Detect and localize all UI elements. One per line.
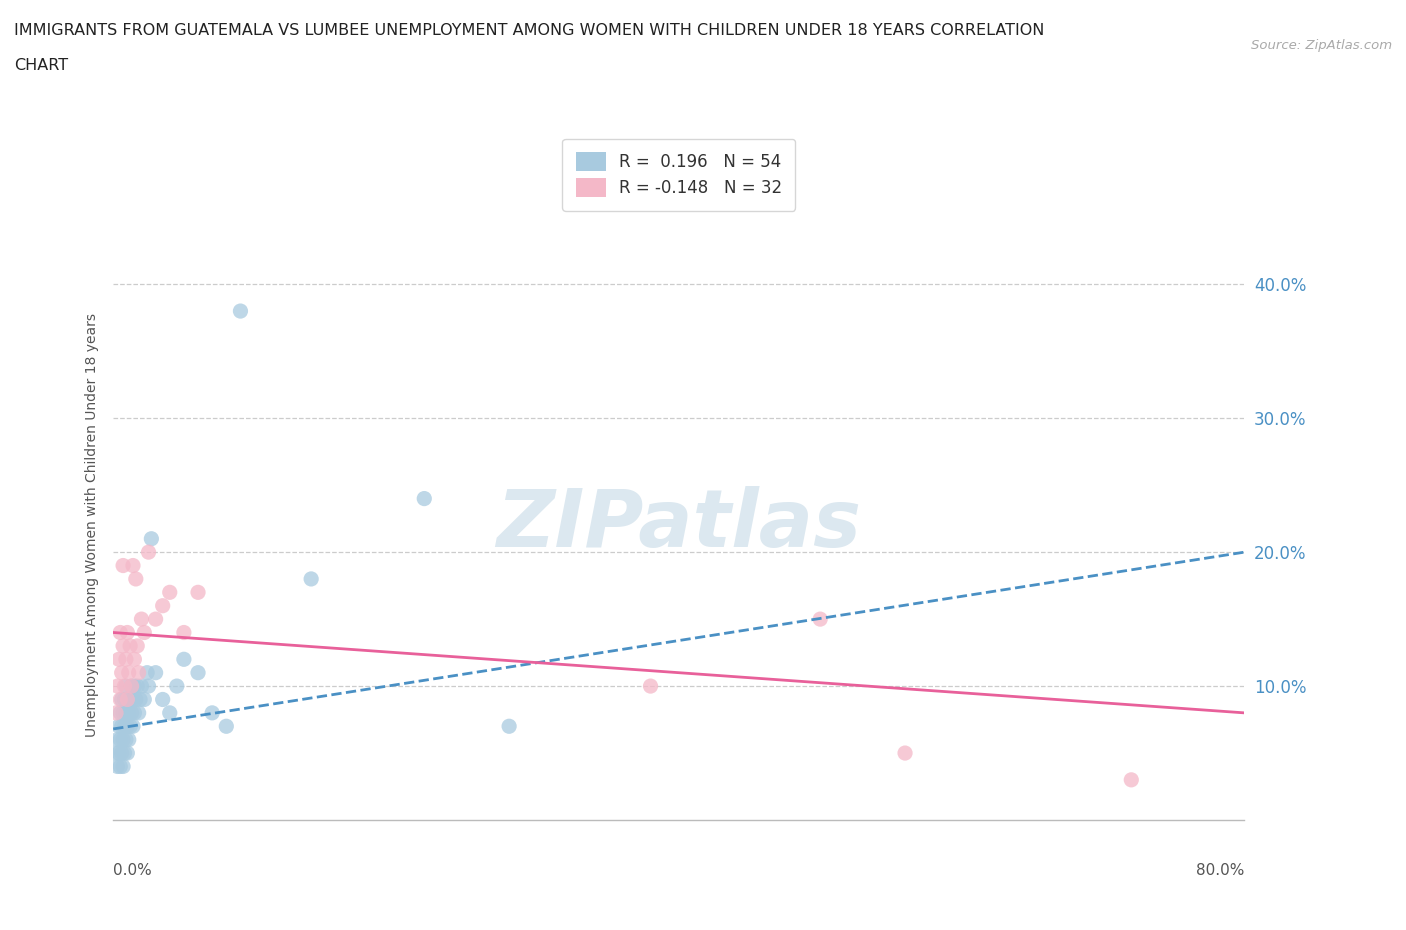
Point (112, 558, 135, 573)
Point (120, 639, 142, 654)
Point (145, 612, 167, 627)
Point (118, 706, 141, 721)
Point (125, 692, 148, 707)
Point (111, 692, 134, 707)
Point (129, 692, 152, 707)
Point (152, 692, 174, 707)
Point (122, 692, 145, 707)
Point (107, 732, 129, 747)
Text: Source: ZipAtlas.com: Source: ZipAtlas.com (1251, 39, 1392, 52)
Point (159, 585, 181, 600)
Point (131, 612, 153, 627)
Point (120, 692, 142, 707)
Point (141, 531, 163, 546)
Point (134, 625, 156, 640)
Point (201, 706, 224, 721)
Point (114, 746, 136, 761)
Point (808, 612, 831, 627)
Point (894, 746, 917, 761)
Point (413, 491, 436, 506)
Point (121, 706, 143, 721)
Point (117, 746, 139, 761)
Point (110, 625, 132, 640)
Point (136, 665, 159, 680)
Point (114, 692, 136, 707)
Point (159, 706, 181, 721)
Point (110, 692, 132, 707)
Point (108, 652, 131, 667)
Point (108, 719, 131, 734)
Legend: R =  0.196   N = 54, R = -0.148   N = 32: R = 0.196 N = 54, R = -0.148 N = 32 (562, 139, 796, 211)
Point (128, 706, 150, 721)
Point (166, 679, 188, 694)
Text: CHART: CHART (14, 58, 67, 73)
Y-axis label: Unemployment Among Women with Children Under 18 years: Unemployment Among Women with Children U… (86, 313, 100, 737)
Point (112, 759, 135, 774)
Point (112, 639, 135, 654)
Point (299, 572, 322, 587)
Point (117, 692, 139, 707)
Point (107, 759, 129, 774)
Point (187, 665, 209, 680)
Point (110, 759, 132, 774)
Point (128, 665, 150, 680)
Point (124, 679, 146, 694)
Point (118, 665, 141, 680)
Point (112, 706, 135, 721)
Point (105, 706, 128, 721)
Point (117, 719, 139, 734)
Point (111, 719, 134, 734)
Point (127, 639, 149, 654)
Point (121, 679, 143, 694)
Point (120, 719, 142, 734)
Point (173, 652, 195, 667)
Point (122, 558, 145, 573)
Point (118, 732, 141, 747)
Point (124, 706, 146, 721)
Point (105, 746, 128, 761)
Point (115, 679, 138, 694)
Point (114, 679, 136, 694)
Point (115, 706, 138, 721)
Point (127, 679, 149, 694)
Point (1121, 773, 1143, 788)
Point (138, 545, 160, 560)
Point (134, 692, 156, 707)
Text: IMMIGRANTS FROM GUATEMALA VS LUMBEE UNEMPLOYMENT AMONG WOMEN WITH CHILDREN UNDER: IMMIGRANTS FROM GUATEMALA VS LUMBEE UNEM… (14, 23, 1045, 38)
Point (173, 625, 195, 640)
Point (114, 719, 136, 734)
Point (498, 719, 520, 734)
Point (110, 732, 132, 747)
Text: 0.0%: 0.0% (114, 863, 152, 878)
Text: 80.0%: 80.0% (1197, 863, 1244, 878)
Point (115, 732, 138, 747)
Point (117, 692, 139, 707)
Point (107, 679, 129, 694)
Point (110, 706, 132, 721)
Point (145, 665, 167, 680)
Point (229, 303, 252, 318)
Point (112, 732, 135, 747)
Point (111, 665, 134, 680)
Point (111, 746, 134, 761)
Point (640, 679, 662, 694)
Point (108, 746, 131, 761)
Point (125, 572, 148, 587)
Point (152, 598, 174, 613)
Point (187, 585, 209, 600)
Point (131, 679, 153, 694)
Point (121, 679, 143, 694)
Point (215, 719, 238, 734)
Point (117, 625, 139, 640)
Point (138, 679, 160, 694)
Text: ZIPatlas: ZIPatlas (496, 486, 862, 565)
Point (115, 652, 138, 667)
Point (122, 719, 145, 734)
Point (124, 652, 146, 667)
